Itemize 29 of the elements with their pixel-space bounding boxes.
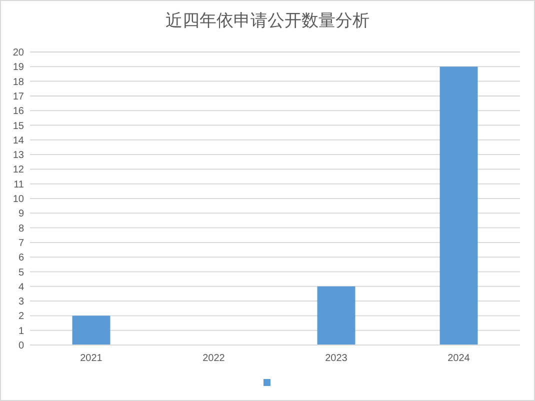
y-tick-label: 1: [18, 326, 24, 337]
y-tick-label: 4: [18, 282, 24, 293]
y-tick-label: 17: [12, 91, 24, 102]
y-tick-label: 12: [12, 164, 24, 176]
y-tick-label: 15: [12, 120, 24, 132]
y-tick-label: 3: [18, 296, 24, 308]
y-tick-label: 20: [12, 48, 24, 58]
x-tick-label: 2024: [448, 353, 470, 364]
bar: [72, 316, 110, 345]
y-tick-label: 18: [12, 76, 24, 88]
y-tick-label: 7: [18, 238, 24, 249]
y-tick-label: 5: [18, 267, 24, 278]
x-tick-label: 2022: [202, 353, 226, 364]
bar: [317, 286, 356, 345]
y-tick-label: 0: [18, 340, 24, 352]
x-tick-label: 2021: [80, 353, 103, 364]
y-tick-label: 14: [12, 135, 24, 146]
y-tick-label: 13: [12, 150, 24, 162]
y-tick-label: 9: [18, 208, 24, 220]
y-tick-label: 11: [14, 179, 24, 190]
y-tick-label: 6: [18, 252, 24, 264]
y-tick-label: 16: [12, 106, 24, 118]
y-tick-label: 8: [18, 223, 24, 234]
y-tick-label: 2: [18, 311, 24, 322]
bar: [440, 66, 478, 345]
chart-title: 近四年依申请公开数量分析: [166, 11, 370, 30]
x-tick-label: 2023: [325, 353, 348, 364]
y-tick-label: 19: [12, 62, 24, 74]
y-tick-label: 10: [12, 194, 24, 205]
